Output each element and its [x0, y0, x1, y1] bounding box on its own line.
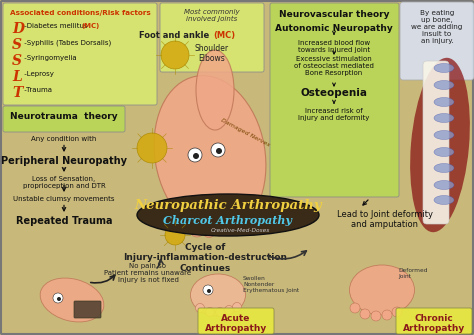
Circle shape	[207, 289, 211, 293]
Text: Creative-Med-Doses: Creative-Med-Doses	[210, 227, 270, 232]
Ellipse shape	[434, 163, 454, 173]
Text: Foot and ankle: Foot and ankle	[139, 31, 212, 40]
Ellipse shape	[196, 50, 234, 130]
Text: Damaged Nerves: Damaged Nerves	[220, 118, 270, 148]
Text: Neurotrauma  theory: Neurotrauma theory	[10, 112, 118, 121]
FancyBboxPatch shape	[396, 308, 472, 334]
Ellipse shape	[191, 274, 246, 316]
Circle shape	[371, 311, 381, 321]
Text: D: D	[12, 22, 24, 36]
Circle shape	[195, 304, 204, 313]
Text: Lead to Joint deformity
and amputation: Lead to Joint deformity and amputation	[337, 210, 433, 229]
Text: Elbows: Elbows	[199, 54, 225, 63]
Text: -Trauma: -Trauma	[22, 87, 52, 93]
Text: T: T	[12, 86, 22, 100]
Circle shape	[177, 217, 193, 233]
Circle shape	[216, 308, 225, 317]
Circle shape	[225, 306, 234, 315]
Text: (MC): (MC)	[213, 31, 235, 40]
Text: Deformed
Joint: Deformed Joint	[398, 268, 428, 279]
Text: Shoulder: Shoulder	[195, 44, 229, 53]
Circle shape	[57, 297, 61, 301]
Text: Repeated Trauma: Repeated Trauma	[16, 216, 112, 226]
Circle shape	[193, 153, 199, 159]
Text: S: S	[12, 54, 22, 68]
Circle shape	[165, 225, 185, 245]
Text: Most commonly
involved Joints: Most commonly involved Joints	[184, 9, 240, 22]
Ellipse shape	[434, 97, 454, 107]
FancyBboxPatch shape	[3, 3, 157, 105]
Ellipse shape	[434, 131, 454, 139]
Text: Unstable clumsy movements: Unstable clumsy movements	[13, 196, 115, 202]
Text: Peripheral Neuropathy: Peripheral Neuropathy	[1, 156, 127, 166]
Circle shape	[216, 148, 222, 154]
Text: Any condition with: Any condition with	[31, 136, 97, 142]
Ellipse shape	[349, 265, 414, 315]
Circle shape	[350, 303, 360, 313]
Circle shape	[203, 285, 213, 295]
FancyBboxPatch shape	[270, 3, 399, 197]
Ellipse shape	[154, 76, 266, 234]
Text: Neuropathic Arthropathy: Neuropathic Arthropathy	[134, 199, 322, 211]
Text: S: S	[12, 38, 22, 52]
FancyBboxPatch shape	[74, 301, 101, 318]
Ellipse shape	[40, 278, 104, 322]
Text: By eating
up bone,
we are adding
insult to
an injury.: By eating up bone, we are adding insult …	[411, 10, 463, 44]
Circle shape	[225, 222, 236, 233]
Text: Excessive stimulation
of osteoclast mediated
Bone Resorption: Excessive stimulation of osteoclast medi…	[294, 56, 374, 76]
Text: Osteopenia: Osteopenia	[301, 88, 367, 98]
Ellipse shape	[434, 114, 454, 123]
Text: -Syringomyelia: -Syringomyelia	[22, 55, 77, 61]
Circle shape	[211, 143, 225, 157]
Ellipse shape	[137, 194, 319, 236]
Text: Neurovascular theory: Neurovascular theory	[279, 10, 389, 19]
Text: Acute
Arthropathy: Acute Arthropathy	[205, 314, 267, 333]
FancyBboxPatch shape	[423, 61, 449, 224]
Text: Loss of Sensation,
proprioception and DTR: Loss of Sensation, proprioception and DT…	[23, 176, 105, 189]
Text: Swollen
Nontender
Erythematous Joint: Swollen Nontender Erythematous Joint	[243, 276, 299, 292]
Circle shape	[190, 223, 204, 237]
Text: Cycle of
Injury-inflammation-destruction
Continues: Cycle of Injury-inflammation-destruction…	[123, 243, 287, 273]
Text: Charcot Arthropathy: Charcot Arthropathy	[164, 214, 292, 225]
Text: (MC): (MC)	[81, 23, 99, 29]
Text: Associated conditions/Risk factors: Associated conditions/Risk factors	[10, 10, 151, 16]
Text: Increased blood flow
towards injured joint: Increased blood flow towards injured joi…	[298, 40, 370, 53]
Text: Chronic
Arthropathy: Chronic Arthropathy	[403, 314, 465, 333]
Ellipse shape	[434, 181, 454, 190]
Circle shape	[161, 41, 189, 69]
FancyBboxPatch shape	[160, 3, 264, 72]
Text: L: L	[12, 70, 22, 84]
Ellipse shape	[434, 64, 454, 72]
Text: -Syphilis (Tabes Dorsalis): -Syphilis (Tabes Dorsalis)	[22, 39, 111, 46]
Circle shape	[382, 310, 392, 320]
Circle shape	[206, 308, 215, 317]
FancyBboxPatch shape	[3, 106, 125, 132]
Circle shape	[214, 224, 226, 236]
Circle shape	[392, 307, 402, 317]
Ellipse shape	[410, 58, 470, 232]
FancyBboxPatch shape	[198, 308, 274, 334]
Circle shape	[53, 293, 63, 303]
Text: -Leprosy: -Leprosy	[22, 71, 54, 77]
Ellipse shape	[434, 80, 454, 89]
Circle shape	[188, 148, 202, 162]
Text: No pain so
Patient remains unaware
Injury is not fixed: No pain so Patient remains unaware Injur…	[104, 263, 191, 283]
Text: Increased risk of
Injury and deformity: Increased risk of Injury and deformity	[298, 108, 370, 121]
FancyBboxPatch shape	[400, 2, 474, 80]
Text: Autonomic Neuropathy: Autonomic Neuropathy	[275, 24, 393, 33]
Ellipse shape	[434, 196, 454, 204]
Circle shape	[202, 224, 216, 238]
Circle shape	[233, 303, 241, 312]
Circle shape	[137, 133, 167, 163]
Text: -Diabetes mellitus: -Diabetes mellitus	[22, 23, 90, 29]
Ellipse shape	[434, 147, 454, 156]
Circle shape	[360, 309, 370, 319]
